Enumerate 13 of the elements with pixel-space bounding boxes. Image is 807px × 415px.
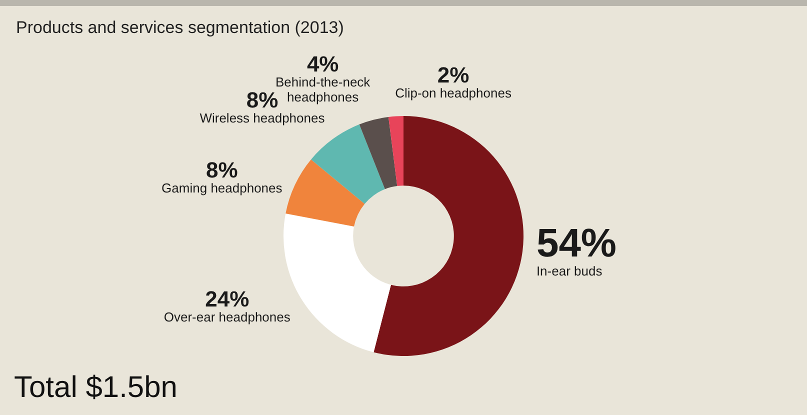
data-label: 24%: [205, 286, 250, 312]
data-label: 4%: [306, 51, 339, 76]
slice-label: Gaming headphones: [162, 180, 283, 196]
data-label: 54%: [536, 221, 617, 266]
data-label: 8%: [206, 158, 238, 183]
text: Total $1.5bn: [14, 371, 178, 405]
slice-label: Clip-on headphones: [395, 85, 512, 100]
slice-label: In-ear buds: [536, 263, 603, 278]
chart-title: Products and services segmentation (2013): [16, 18, 344, 38]
slice-label: Over-ear headphones: [164, 309, 291, 324]
data-label: 8%: [246, 88, 278, 113]
slice-label: Wireless headphones: [200, 110, 326, 126]
data-label: 2%: [437, 62, 470, 88]
